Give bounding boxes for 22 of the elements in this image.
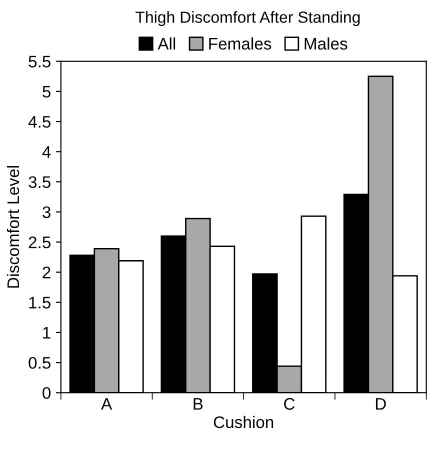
legend-label: Females [209, 37, 272, 50]
chart-title: Thigh Discomfort After Standing [136, 11, 360, 26]
y-tick-label: 5.5 [28, 56, 50, 68]
y-tick-label: 5 [42, 86, 50, 98]
y-axis-title: Discomfort Level [6, 166, 20, 288]
y-tick-label: 2.5 [28, 236, 50, 248]
x-tick-label: A [101, 398, 112, 410]
x-tick-label: B [194, 398, 203, 410]
x-tick-label: D [376, 398, 386, 410]
y-tick-label: 0.5 [28, 356, 50, 369]
y-tick-label: 1.5 [29, 296, 50, 309]
y-tick-label: 3.5 [28, 176, 50, 188]
x-tick-label: C [284, 398, 295, 410]
x-axis-title: Cushion [214, 416, 274, 428]
y-tick-label: 2 [42, 266, 50, 278]
y-tick-label: 0 [42, 387, 51, 399]
y-tick-label: 4 [42, 146, 51, 158]
y-tick-label: 4.5 [28, 116, 50, 128]
legend-label: Males [304, 37, 348, 50]
y-tick-label: 1 [43, 327, 50, 338]
legend-label: All [158, 37, 176, 50]
y-tick-label: 3 [42, 206, 50, 218]
